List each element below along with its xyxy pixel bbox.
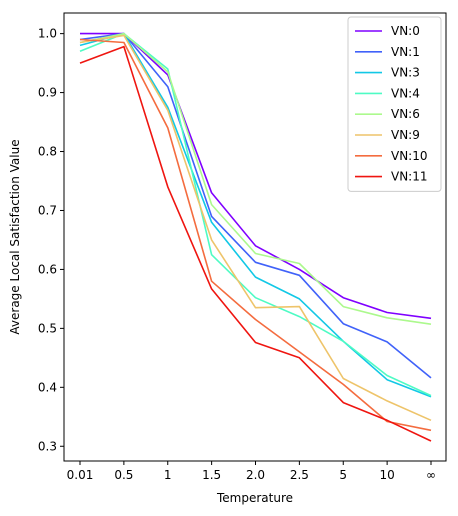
x-tick-label: 2.0 (246, 468, 265, 482)
y-tick-label: 0.6 (38, 262, 57, 276)
y-tick-label: 0.3 (38, 439, 57, 453)
x-tick-label: 2.5 (290, 468, 309, 482)
y-tick-label: 0.7 (38, 203, 57, 217)
y-tick-label: 0.5 (38, 321, 57, 335)
x-tick-label: ∞ (426, 468, 436, 482)
y-axis: 0.3 0.4 0.5 0.6 0.7 0.8 0.9 1.0 (38, 27, 64, 453)
series-lines (79, 32, 432, 442)
series-line-vn-6 (79, 32, 432, 325)
legend-label: VN:9 (391, 128, 420, 142)
x-tick-label: 0.5 (114, 468, 133, 482)
legend-label: VN:0 (391, 24, 420, 38)
y-tick-label: 0.9 (38, 86, 57, 100)
legend-label: VN:6 (391, 107, 420, 121)
series-line-vn-9 (79, 34, 432, 422)
y-axis-label: Average Local Satisfaction Value (8, 139, 22, 334)
y-tick-label: 1.0 (38, 27, 57, 41)
legend-label: VN:4 (391, 86, 420, 100)
x-axis: 0.01 0.5 1 1.5 2.0 2.5 5 10 ∞ (67, 461, 436, 482)
x-tick-label: 1.5 (202, 468, 221, 482)
legend: VN:0 VN:1 VN:3 VN:4 VN:6 VN:9 VN:10 VN:11 (347, 16, 442, 192)
legend-frame (347, 16, 442, 192)
legend-label: VN:3 (391, 66, 420, 80)
series-line-vn-3 (79, 32, 432, 398)
y-tick-label: 0.4 (38, 380, 57, 394)
legend-label: VN:11 (391, 170, 428, 184)
x-tick-label: 1 (164, 468, 172, 482)
x-axis-label: Temperature (216, 491, 293, 505)
x-tick-label: 10 (379, 468, 394, 482)
x-tick-label: 5 (339, 468, 347, 482)
series-line-vn-1 (79, 32, 432, 379)
series-line-vn-11 (79, 45, 432, 442)
x-tick-label: 0.01 (67, 468, 94, 482)
legend-label: VN:1 (391, 45, 420, 59)
series-line-vn-10 (79, 38, 432, 432)
y-tick-label: 0.8 (38, 145, 57, 159)
legend-label: VN:10 (391, 149, 428, 163)
